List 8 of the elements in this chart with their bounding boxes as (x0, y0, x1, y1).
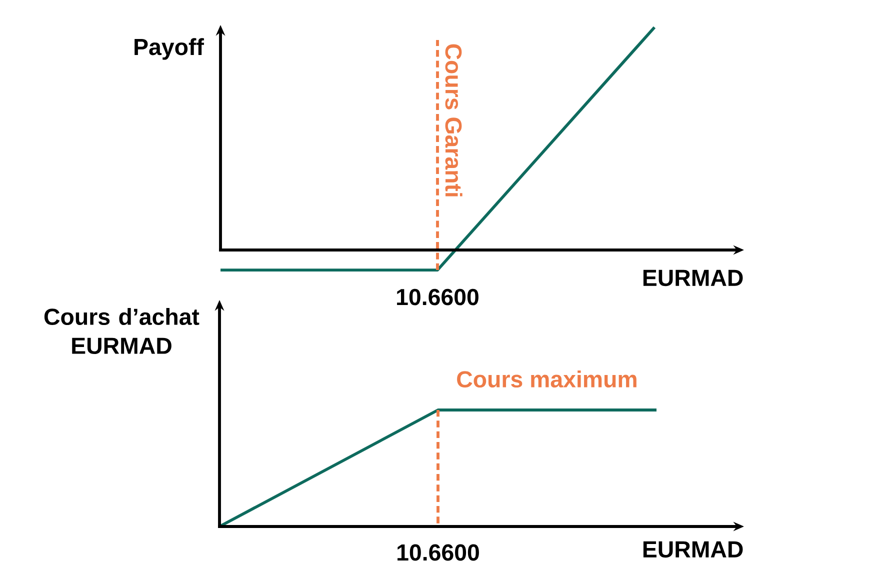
text: 10.6600 (398, 544, 479, 561)
x-axis-title: EURMAD (643, 541, 743, 558)
x-axis-title: EURMAD (643, 270, 743, 286)
text: Cours Garanti (445, 44, 462, 196)
annotation: Cours maximum (457, 370, 636, 388)
text: 10.6600 (397, 288, 478, 306)
y-axis-title: Payoff (134, 38, 204, 60)
y-axis-title: Cours d’achat EURMAD (44, 308, 200, 354)
